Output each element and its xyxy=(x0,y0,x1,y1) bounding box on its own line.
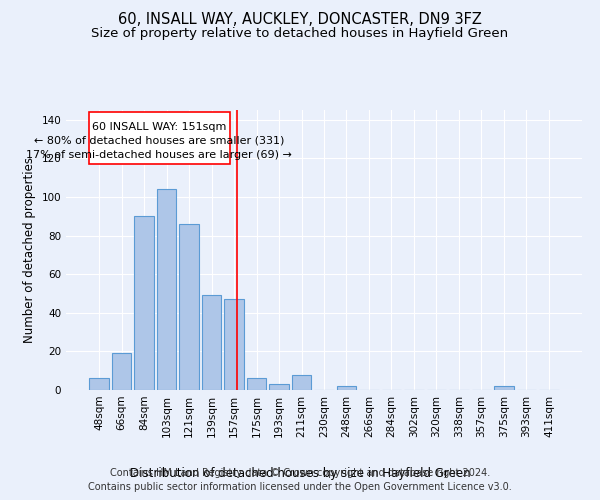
Bar xyxy=(179,224,199,390)
Bar xyxy=(112,354,131,390)
Text: 60 INSALL WAY: 151sqm: 60 INSALL WAY: 151sqm xyxy=(92,122,226,132)
Bar xyxy=(89,378,109,390)
Text: Contains HM Land Registry data © Crown copyright and database right 2024.
Contai: Contains HM Land Registry data © Crown c… xyxy=(88,468,512,492)
Text: 17% of semi-detached houses are larger (69) →: 17% of semi-detached houses are larger (… xyxy=(26,150,292,160)
Text: Size of property relative to detached houses in Hayfield Green: Size of property relative to detached ho… xyxy=(91,28,509,40)
Bar xyxy=(134,216,154,390)
FancyBboxPatch shape xyxy=(89,112,230,164)
Y-axis label: Number of detached properties: Number of detached properties xyxy=(23,157,36,343)
Text: Distribution of detached houses by size in Hayfield Green: Distribution of detached houses by size … xyxy=(130,467,470,480)
Bar xyxy=(269,384,289,390)
Bar xyxy=(247,378,266,390)
Text: ← 80% of detached houses are smaller (331): ← 80% of detached houses are smaller (33… xyxy=(34,136,284,145)
Bar xyxy=(292,374,311,390)
Bar xyxy=(157,189,176,390)
Text: 60, INSALL WAY, AUCKLEY, DONCASTER, DN9 3FZ: 60, INSALL WAY, AUCKLEY, DONCASTER, DN9 … xyxy=(118,12,482,28)
Bar xyxy=(202,296,221,390)
Bar xyxy=(337,386,356,390)
Bar xyxy=(224,299,244,390)
Bar xyxy=(494,386,514,390)
